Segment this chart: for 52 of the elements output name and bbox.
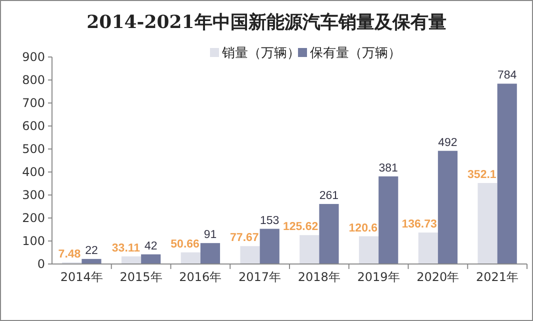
y-tick-label: 0 [37, 257, 45, 271]
x-tick-label: 2018年 [298, 270, 340, 284]
data-label: 7.48 [58, 248, 82, 260]
bar [180, 252, 200, 264]
legend-label: 保有量（万辆） [310, 46, 401, 61]
bar [82, 258, 102, 264]
data-label: 352.1 [468, 169, 497, 182]
bar [200, 243, 220, 264]
x-tick-label: 2017年 [238, 270, 282, 284]
bar [260, 228, 280, 264]
x-tick-label: 2016年 [179, 270, 222, 284]
y-tick-label: 900 [22, 50, 45, 64]
data-label: 153 [260, 214, 280, 227]
bar [300, 235, 320, 264]
y-tick-label: 600 [22, 119, 45, 133]
y-tick-label: 700 [22, 96, 45, 110]
data-label: 381 [378, 162, 398, 174]
data-label: 120.6 [348, 222, 378, 234]
chart-title: 2014-2021年中国新能源汽车销量及保有量 [86, 12, 446, 33]
bar [418, 232, 438, 264]
x-tick-label: 2015年 [120, 270, 162, 284]
data-label: 22 [85, 244, 98, 257]
x-tick-label: 2021年 [476, 270, 519, 284]
y-tick-label: 300 [22, 188, 45, 202]
y-tick-label: 800 [22, 73, 45, 87]
data-label: 91 [204, 229, 217, 242]
y-tick-label: 500 [22, 142, 45, 156]
bar [240, 246, 260, 264]
y-tick-label: 200 [22, 211, 45, 225]
data-label: 42 [144, 240, 158, 252]
bar [319, 204, 339, 264]
data-label: 261 [319, 190, 339, 202]
y-tick-label: 400 [22, 165, 45, 179]
bar [141, 254, 161, 264]
bar [438, 150, 458, 264]
data-label: 50.66 [170, 238, 200, 250]
x-tick-label: 2020年 [416, 270, 460, 284]
bar [358, 236, 379, 264]
bar [497, 84, 517, 264]
data-label: 125.62 [283, 221, 318, 234]
legend-label: 销量（万辆） [221, 46, 300, 61]
x-tick-label: 2014年 [60, 270, 103, 284]
bar [478, 183, 498, 264]
data-label: 492 [438, 136, 458, 149]
bar [378, 176, 398, 264]
y-tick-label: 100 [22, 234, 45, 248]
data-label: 784 [498, 70, 518, 82]
bar [121, 256, 142, 264]
data-label: 136.73 [402, 218, 437, 231]
data-label: 77.67 [230, 232, 259, 244]
data-label: 33.11 [112, 242, 141, 254]
x-tick-label: 2019年 [357, 270, 400, 284]
